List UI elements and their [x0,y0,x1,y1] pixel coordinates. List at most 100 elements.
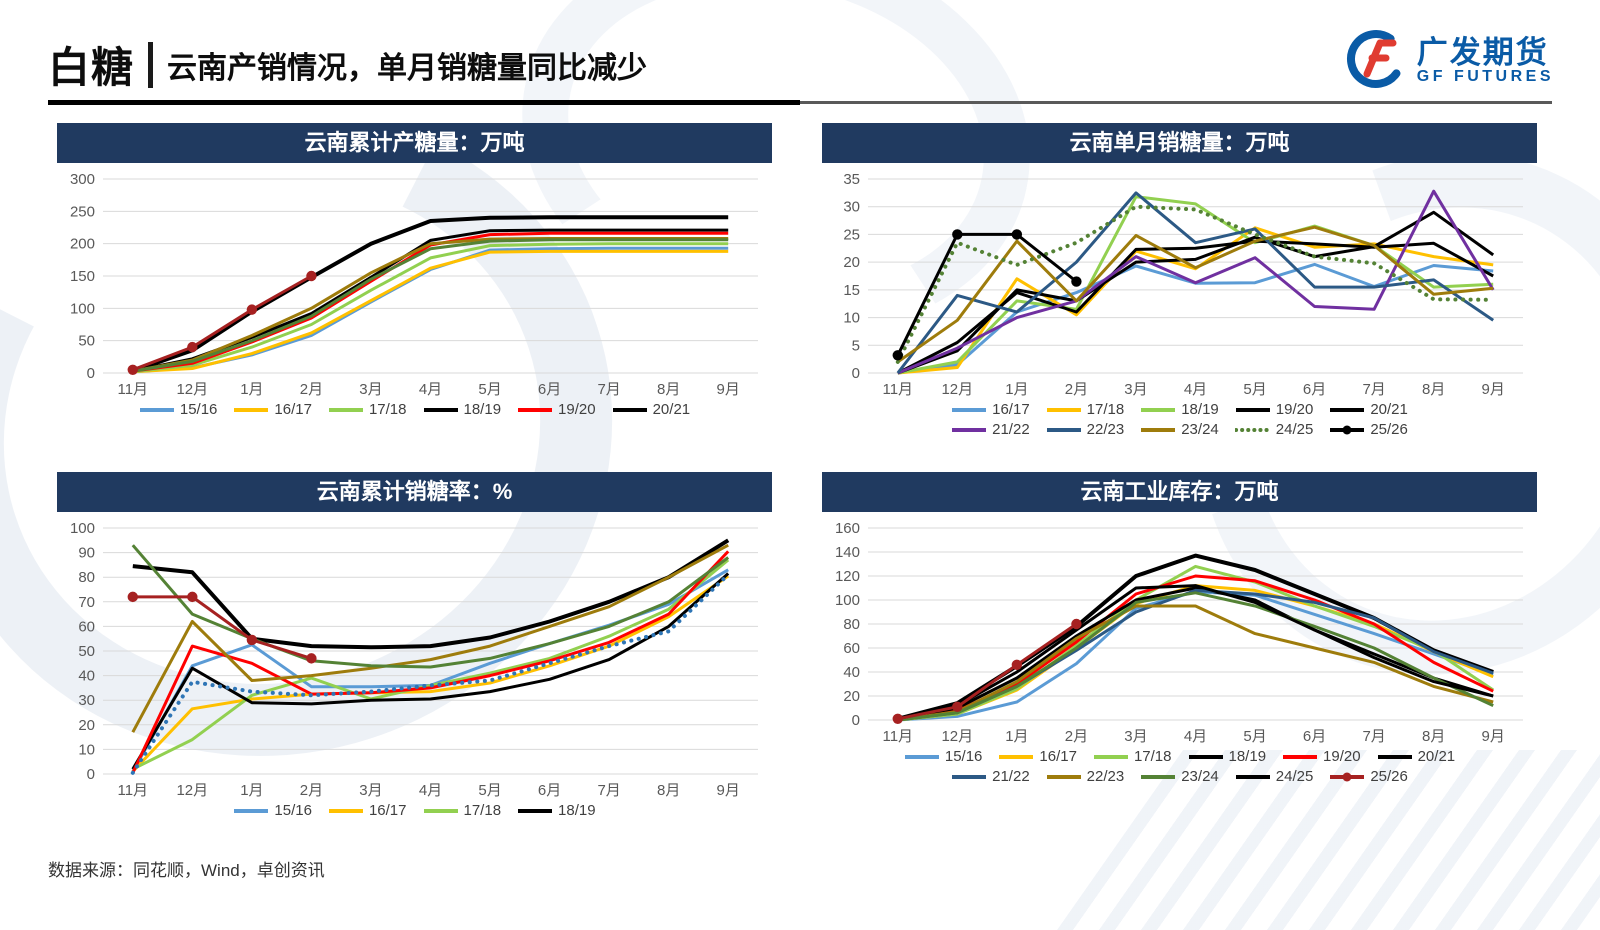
svg-text:15: 15 [843,282,860,299]
svg-text:5: 5 [852,337,860,354]
svg-text:2月: 2月 [1065,381,1088,398]
legend-swatch-icon [518,808,553,813]
legend-item-20-21: 20/21 [1329,401,1408,418]
svg-text:120: 120 [835,568,860,585]
svg-text:1月: 1月 [240,381,263,398]
svg-text:11月: 11月 [117,381,148,398]
chart-title: 云南单月销糖量：万吨 [822,123,1537,163]
legend-item-15-16: 15/16 [904,748,982,765]
legend-swatch-icon [423,808,458,813]
svg-text:160: 160 [835,520,860,537]
legend-swatch-icon [1141,774,1176,779]
svg-text:9月: 9月 [1482,728,1505,745]
svg-text:30: 30 [78,692,95,709]
svg-text:20: 20 [78,717,95,734]
svg-text:3月: 3月 [359,782,382,799]
svg-text:50: 50 [78,333,95,350]
svg-text:10: 10 [78,741,95,758]
legend-swatch-icon [1046,407,1081,412]
svg-text:5月: 5月 [478,782,501,799]
legend-swatch-icon [999,754,1034,759]
svg-text:12月: 12月 [941,381,973,398]
product-title: 白糖 [48,44,135,91]
svg-text:100: 100 [70,520,95,537]
svg-text:3月: 3月 [359,381,382,398]
legend-item-22-23: 22/23 [1046,768,1124,785]
legend-swatch-icon [1188,754,1223,759]
cumulative-production-chart: 0 50 100 150 200 250 300 11月 12月 1月 2月 3月 4月 5月 6月 7月 8月… [70,171,758,398]
chart-legend: 16/17 17/18 18/19 19/20 20/21 21/22 22/23 23/24… [822,401,1537,438]
legend-item-16-17: 16/17 [328,802,407,819]
svg-text:40: 40 [78,668,95,685]
svg-text:20: 20 [843,688,860,705]
legend-item-17-18: 17/18 [423,802,501,819]
svg-text:6月: 6月 [1303,381,1326,398]
svg-text:70: 70 [78,594,95,611]
legend-swatch-icon [328,808,363,813]
legend-item-20-21: 20/21 [612,401,690,418]
monthly-sales-chart: 0 5 10 15 20 25 30 35 11月 12月 1月 2月 3月 4月 5月 6月 7月 8月 9月 [843,171,1523,398]
legend-item-19-20: 19/20 [517,401,596,418]
page-header: 白糖 云南产销情况，单月销糖量同比减少 [48,34,647,95]
legend-swatch-icon [1093,754,1128,759]
company-logo: 广发期货 GF FUTURES [1345,28,1554,95]
sales-rate-chart: 0 10 20 30 40 50 60 70 80 90 100 11月 12月 1月 2月 3月 4月 5月 6月… [70,520,758,799]
legend-swatch-icon [518,407,553,412]
svg-text:7月: 7月 [597,782,620,799]
legend-item-17-18: 17/18 [1046,401,1124,418]
panel-sales-rate: 云南累计销糖率：% 0 10 20 30 40 50 60 70 80 90 100 11月 12月 1月… [57,472,772,819]
legend-item-18-19: 18/19 [517,802,596,819]
logo-cn-text: 广发期货 [1416,34,1549,70]
legend-item-17-18: 17/18 [1093,748,1172,765]
svg-text:1月: 1月 [1005,728,1028,745]
svg-text:10: 10 [843,310,860,327]
svg-text:60: 60 [78,618,95,635]
chart-legend: 15/16 16/17 17/18 18/19 19/20 20/21 21/22 22/23… [822,748,1537,785]
svg-text:2月: 2月 [300,782,323,799]
svg-text:5月: 5月 [1243,728,1266,745]
legend-item-19-20: 19/20 [1282,748,1361,765]
legend-swatch-icon [1330,407,1365,412]
svg-text:5月: 5月 [478,381,501,398]
svg-text:50: 50 [78,643,95,660]
legend-item-21-22: 21/22 [951,421,1030,438]
legend-item-17-18: 17/18 [328,401,407,418]
legend-item-20-21: 20/21 [1377,748,1455,765]
gf-futures-logo-icon [1345,28,1407,95]
svg-text:150: 150 [70,268,95,285]
legend-swatch-icon [423,407,458,412]
legend-swatch-icon [234,808,269,813]
chart-legend: 15/16 16/17 17/18 18/19 [57,802,772,819]
legend-item-16-17: 16/17 [233,401,312,418]
industrial-inventory-chart: 0 20 40 60 80 100 120 140 160 11月 12月 1月 2月 3月 4月 5月 6月 7… [835,520,1523,745]
legend-swatch-icon [1046,427,1081,432]
svg-text:0: 0 [852,712,860,729]
svg-text:2月: 2月 [1065,728,1088,745]
legend-item-16-17: 16/17 [951,401,1030,418]
svg-text:9月: 9月 [717,381,740,398]
legend-item-15-16: 15/16 [233,802,312,819]
svg-text:250: 250 [70,203,95,220]
panel-monthly-sales: 云南单月销糖量：万吨 0 5 10 15 20 25 30 35 11月 12月 1月 2月 3月 4月 5… [822,123,1537,438]
svg-text:25: 25 [843,226,860,243]
legend-item-23-24: 23/24 [1140,768,1219,785]
chart-title: 云南累计产糖量：万吨 [57,123,772,163]
svg-text:11月: 11月 [117,782,148,799]
svg-text:90: 90 [78,545,95,562]
legend-swatch-icon [1283,754,1318,759]
svg-text:100: 100 [70,300,95,317]
svg-text:12月: 12月 [176,381,208,398]
svg-text:7月: 7月 [1362,381,1385,398]
svg-text:1月: 1月 [1005,381,1028,398]
svg-text:5月: 5月 [1243,381,1266,398]
legend-item-16-17: 16/17 [998,748,1077,765]
svg-text:4月: 4月 [419,381,442,398]
svg-text:100: 100 [835,592,860,609]
legend-swatch-icon [139,407,174,412]
svg-text:9月: 9月 [717,782,740,799]
legend-swatch-icon [234,407,269,412]
legend-swatch-icon [952,427,987,432]
svg-text:7月: 7月 [1362,728,1385,745]
legend-swatch-icon [1141,427,1176,432]
legend-swatch-icon [952,774,987,779]
